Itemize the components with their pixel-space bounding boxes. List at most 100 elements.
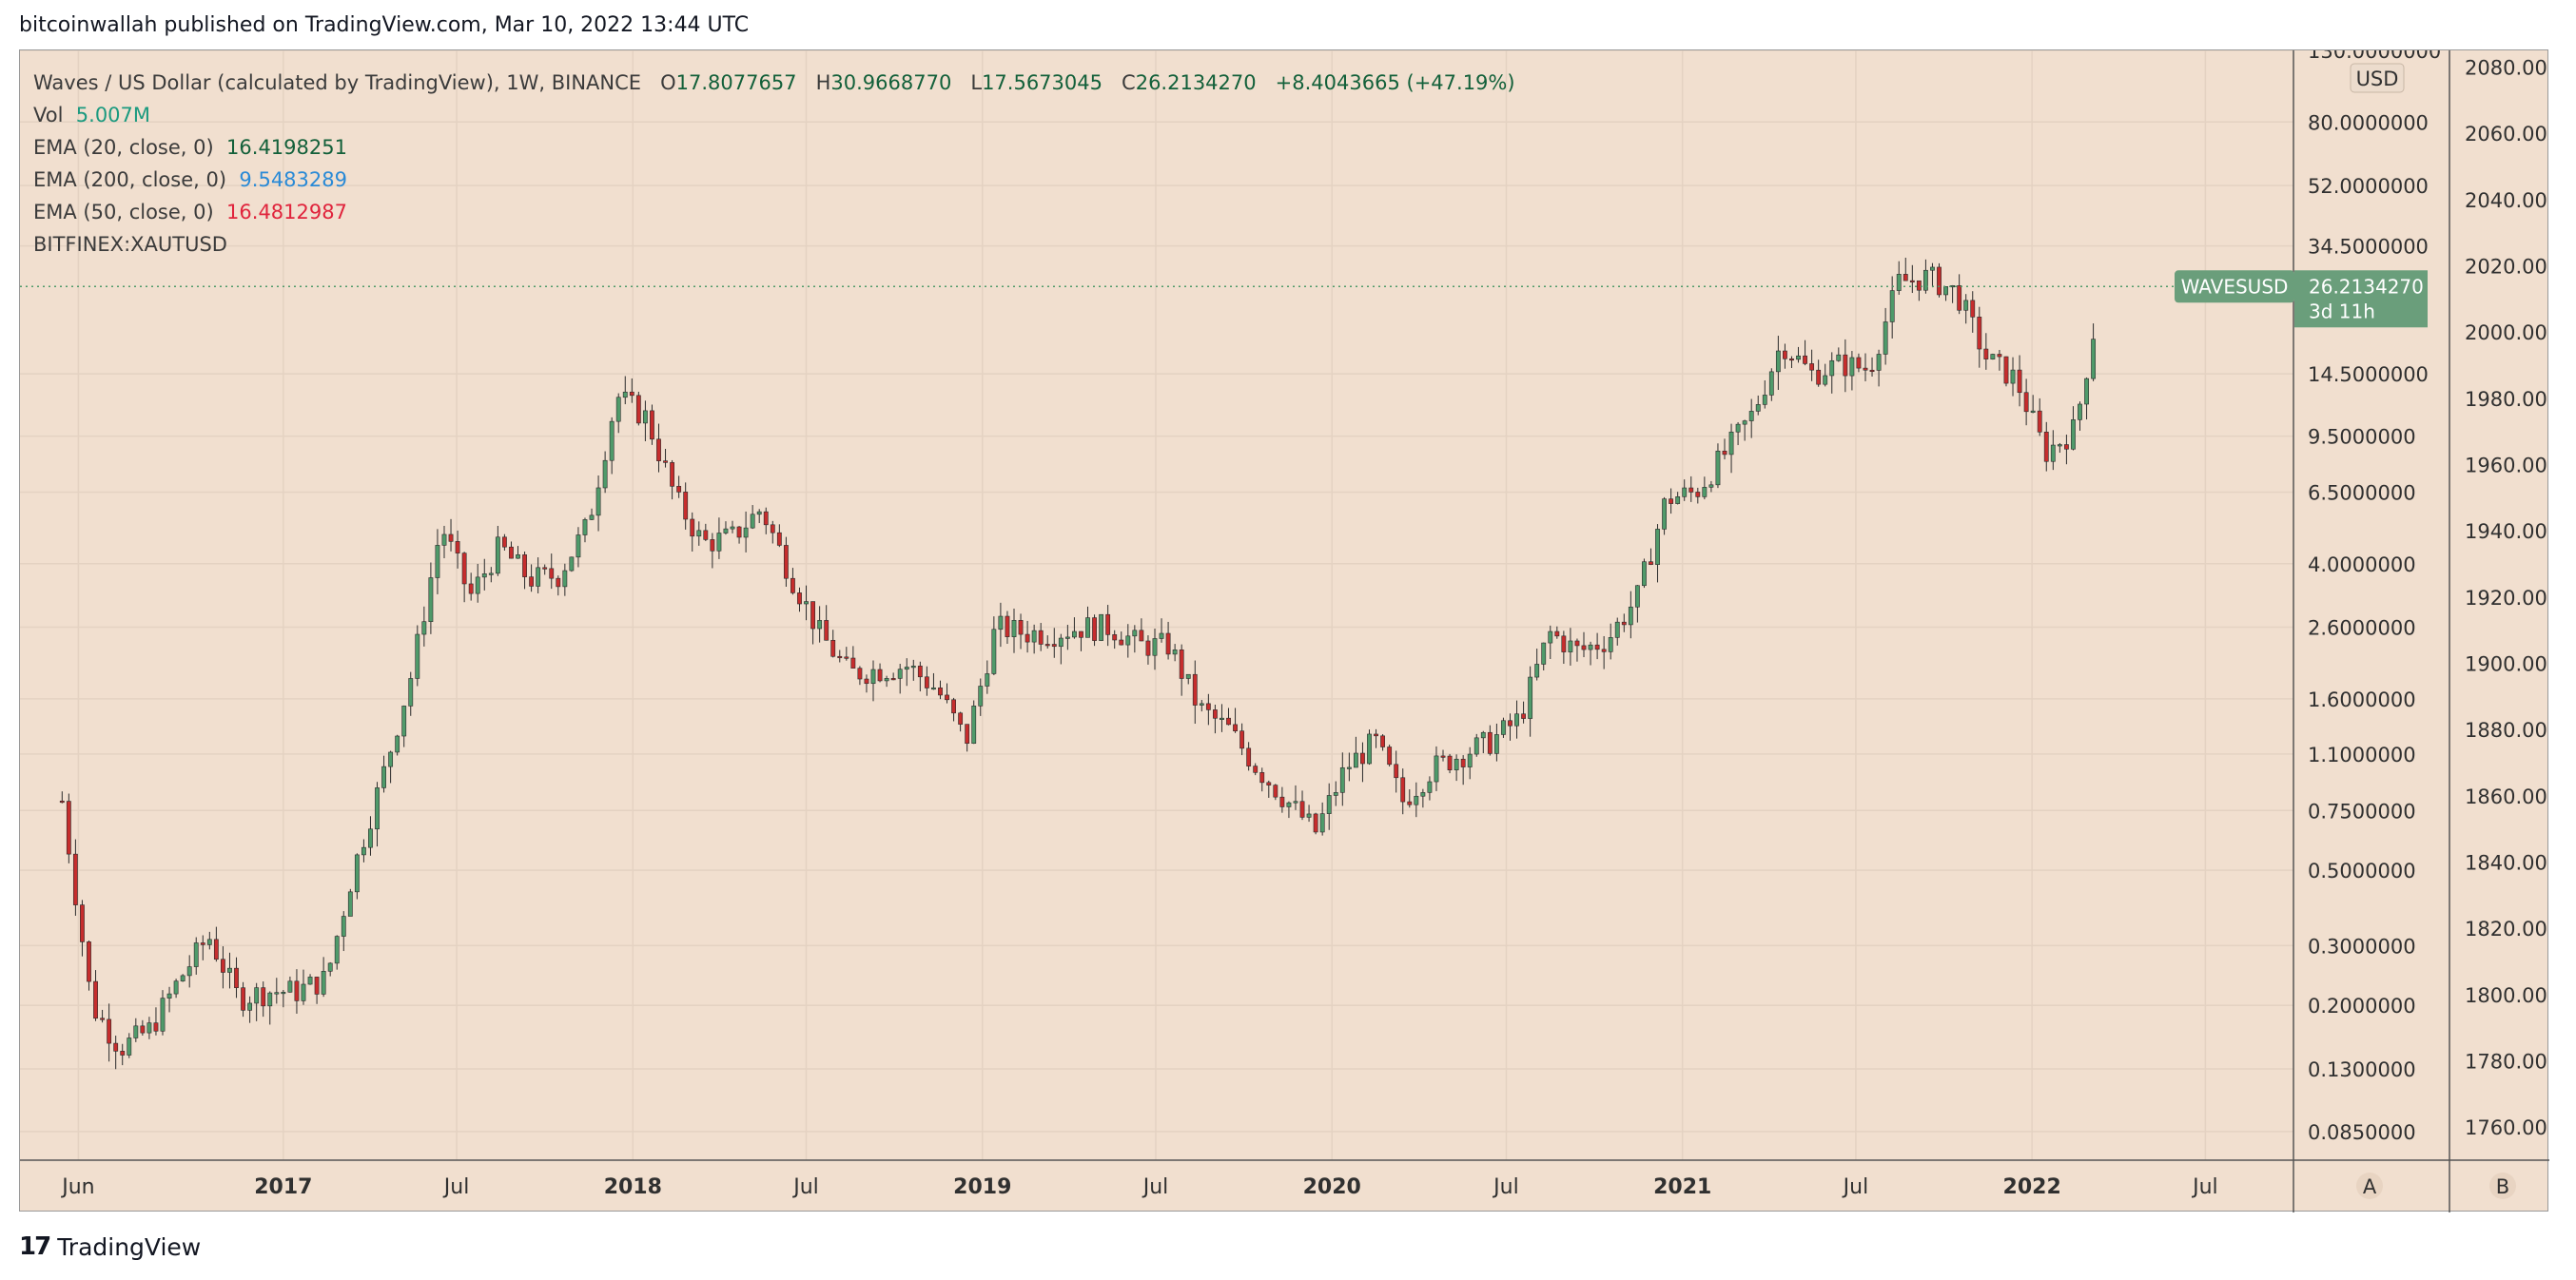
candle-body	[180, 975, 185, 981]
legend-symbol: Waves / US Dollar (calculated by Trading…	[33, 71, 642, 94]
candle-body	[468, 583, 474, 594]
chart-svg[interactable]: 130.0000000 80.0000000 52.0000000 34.500000…	[20, 50, 2549, 1212]
candle-body	[1005, 615, 1010, 637]
candle-body	[1601, 649, 1607, 652]
candle-body	[1319, 813, 1325, 833]
candle-body	[1473, 737, 1479, 755]
chart-grid	[20, 50, 2293, 1160]
candle-body	[1414, 795, 1419, 805]
candle-body	[501, 536, 507, 548]
candle-body	[1493, 734, 1499, 754]
candle-body	[1695, 492, 1701, 497]
candle-body	[2023, 392, 2029, 413]
candle-body	[234, 967, 239, 988]
candle-body	[1427, 781, 1433, 793]
candle-body	[965, 724, 970, 745]
candle-body	[441, 533, 447, 546]
candle-body	[958, 712, 964, 725]
candle-body	[2050, 444, 2056, 462]
candle-body	[710, 539, 715, 552]
candle-body	[1339, 766, 1345, 793]
candle-body	[642, 410, 648, 424]
candle-body	[1125, 635, 1131, 646]
candle-body	[80, 904, 85, 942]
candle-body	[314, 977, 320, 995]
candle-body	[683, 492, 689, 520]
gold-tick-label: 1760.00	[2465, 1116, 2547, 1139]
candle-body	[797, 592, 802, 605]
scale-a-button[interactable]: A	[2363, 1175, 2377, 1198]
candle-body	[951, 699, 956, 714]
scale-b-button[interactable]: B	[2496, 1175, 2509, 1198]
candle-body	[1293, 801, 1298, 804]
gold-tick-label: 1800.00	[2465, 984, 2547, 1007]
time-tick-label: 2020	[1303, 1175, 1361, 1199]
candle-body	[146, 1022, 152, 1034]
candle-body	[1165, 632, 1171, 655]
candle-body	[361, 846, 366, 856]
candle-body	[663, 460, 668, 463]
candle-body	[1233, 724, 1238, 731]
chart-panel[interactable]: 130.0000000 80.0000000 52.0000000 34.500000…	[19, 49, 2549, 1212]
legend-ema200-value: 9.5483289	[239, 168, 347, 191]
gold-tick-label: 2080.00	[2465, 56, 2547, 79]
candle-body	[1715, 450, 1721, 486]
candle-body	[1634, 585, 1640, 608]
candle-body	[428, 577, 434, 622]
footer-brand[interactable]: 17 TradingView	[19, 1232, 201, 1261]
candle-body	[1735, 423, 1741, 433]
legend-ema50-label: EMA (50, close, 0)	[33, 201, 214, 223]
legend-close: 26.2134270	[1135, 71, 1257, 94]
candle-body	[1803, 355, 1807, 364]
price-tick-label: 14.5000000	[2308, 363, 2429, 386]
footer-brand-text: TradingView	[57, 1232, 202, 1261]
time-tick-label: Jul	[1142, 1175, 1169, 1199]
candle-body	[1031, 630, 1037, 643]
candle-body	[140, 1025, 146, 1034]
legend-ema200-row: EMA (200, close, 0) 9.5483289	[33, 164, 1515, 196]
time-axis: Jun 2017 Jul 2018 Jul 2019 Jul 2020 Jul 2021 Jul 20…	[60, 1175, 2217, 1199]
candle-body	[415, 633, 420, 679]
candle-body	[917, 666, 923, 678]
candle-body	[790, 577, 795, 593]
candle-body	[127, 1038, 132, 1056]
candle-body	[2078, 403, 2082, 420]
candle-body	[200, 942, 205, 945]
gold-tick-label: 1860.00	[2465, 785, 2547, 808]
gold-tick-label: 2040.00	[2465, 189, 2547, 212]
candle-body	[408, 678, 414, 707]
candle-body	[72, 853, 78, 905]
candle-body	[756, 511, 762, 515]
candle-body	[1085, 617, 1090, 638]
candle-body	[495, 536, 500, 574]
candle-body	[1220, 717, 1224, 720]
candle-body	[1018, 620, 1024, 635]
candle-body	[107, 1018, 112, 1044]
candle-body	[562, 570, 568, 588]
legend-symbol-row: Waves / US Dollar (calculated by Trading…	[33, 67, 1515, 99]
candle-body	[716, 533, 722, 552]
candle-body	[375, 787, 380, 830]
candle-body	[1159, 632, 1164, 639]
gold-tick-label: 1820.00	[2465, 918, 2547, 941]
candle-body	[1521, 713, 1526, 719]
candle-body	[1823, 375, 1828, 385]
candle-body	[576, 534, 581, 558]
candle-body	[991, 629, 997, 674]
candle-body	[1869, 369, 1875, 373]
candle-body	[1380, 735, 1386, 747]
candle-body	[810, 601, 815, 630]
candle-body	[301, 983, 306, 1001]
candle-body	[864, 678, 869, 685]
candle-body	[1963, 300, 1969, 311]
candle-body	[1246, 747, 1252, 766]
candle-body	[1903, 274, 1908, 281]
legend-vol-value: 5.007M	[75, 104, 151, 126]
candle-body	[1662, 498, 1667, 530]
candle-body	[193, 942, 199, 967]
candle-body	[1313, 813, 1318, 833]
candle-body	[1742, 420, 1747, 425]
time-tick-label: Jun	[60, 1175, 94, 1199]
candle-body	[1072, 630, 1077, 638]
gold-tick-label: 2020.00	[2465, 255, 2547, 278]
